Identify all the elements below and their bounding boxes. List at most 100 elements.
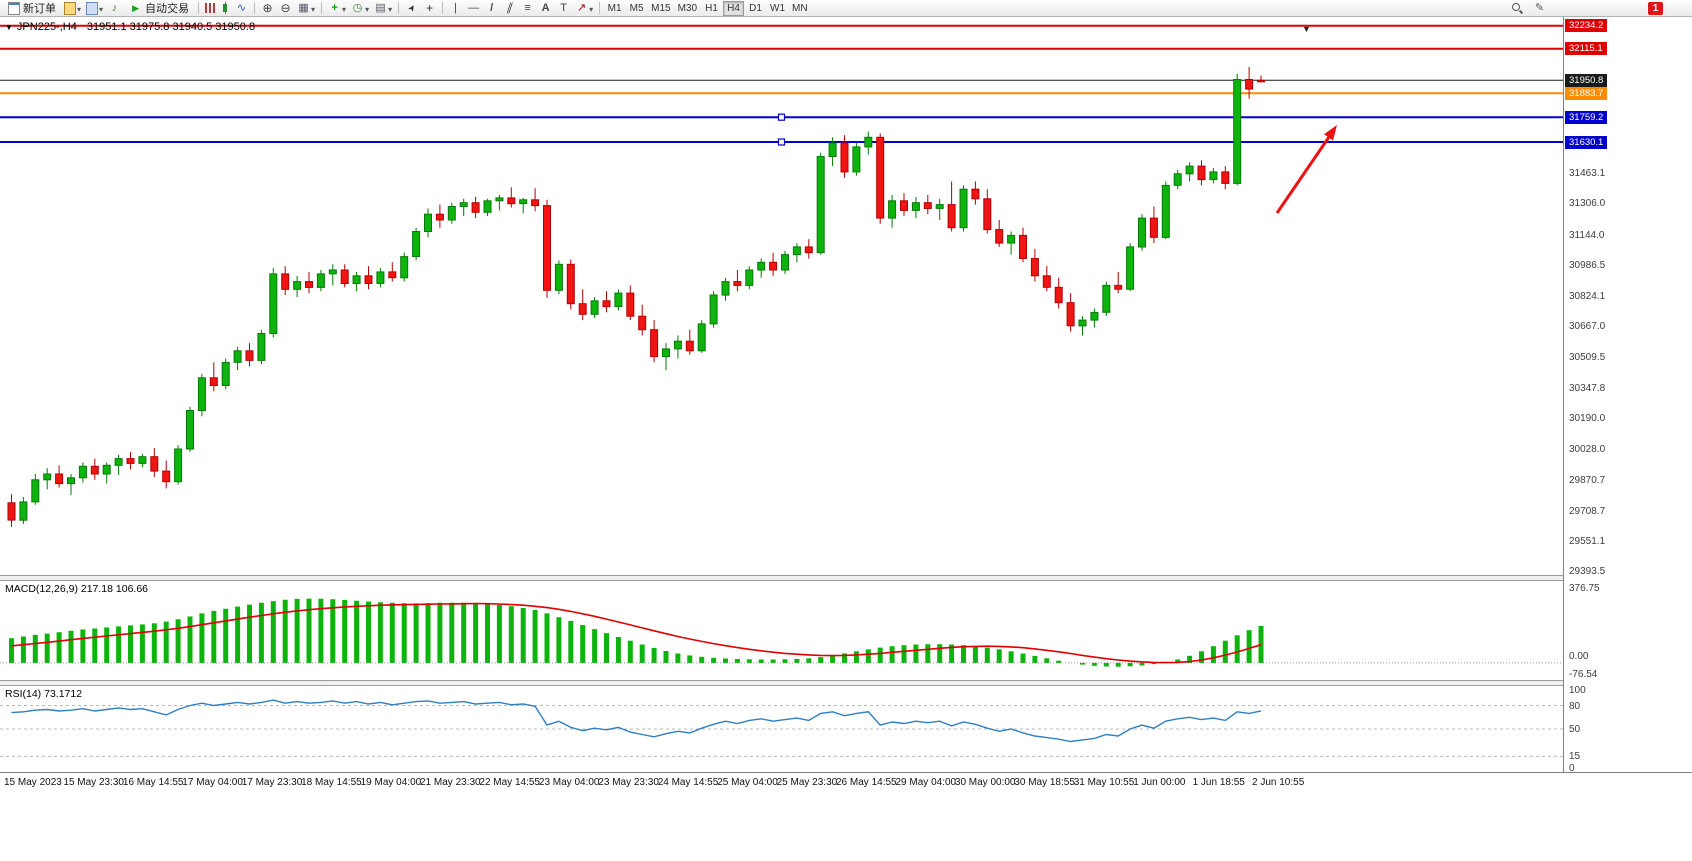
edit-button[interactable]: [1531, 1, 1548, 16]
time-label: 16 May 14:55: [122, 777, 184, 788]
price-axis[interactable]: 32234.2 32115.1 31950.8 31883.7 31759.2 31630…: [1563, 17, 1692, 792]
toolbar: 新订单 自动交易 M1 M5 M15: [0, 0, 1692, 17]
crosshair-icon: [423, 1, 436, 16]
timeframe-w1-button[interactable]: W1: [767, 1, 788, 16]
vertical-line-button[interactable]: [447, 1, 464, 16]
candle: [257, 333, 266, 361]
price-tick-label: 30986.5: [1569, 259, 1606, 271]
annotation-arrowhead: [1324, 125, 1337, 141]
channel-button[interactable]: [501, 1, 518, 16]
main-chart-pane[interactable]: JPN225-,H4 31951.1 31975.8 31940.5 31950.…: [0, 17, 1563, 575]
candle: [983, 198, 992, 231]
candle: [364, 275, 373, 284]
timeframe-m30-button[interactable]: M30: [675, 1, 700, 16]
candle: [352, 275, 361, 284]
bar-chart-icon: [205, 3, 217, 13]
pane-separator[interactable]: [0, 575, 1692, 581]
periods-button[interactable]: [349, 1, 371, 16]
candle: [852, 146, 861, 173]
candle: [305, 281, 313, 288]
candle: [1019, 234, 1027, 259]
time-label: 21 May 23:30: [420, 777, 481, 788]
horizontal-line-button[interactable]: [465, 1, 482, 16]
price-tag: 32234.2: [1565, 19, 1608, 33]
rsi-pane[interactable]: RSI(14) 73.1712: [0, 686, 1563, 772]
crosshair-button[interactable]: [421, 1, 438, 16]
text-button[interactable]: [537, 1, 554, 16]
candle: [245, 350, 254, 361]
chart-shift-marker-icon[interactable]: [1302, 19, 1311, 37]
zoom-out-button[interactable]: [277, 1, 294, 16]
candlestick-chart-canvas[interactable]: [0, 17, 1563, 575]
candlestick-chart-button[interactable]: [219, 1, 232, 16]
indicators-button[interactable]: [326, 1, 348, 16]
candle: [995, 229, 1004, 244]
candle: [923, 202, 932, 209]
time-label: 30 May 18:55: [1014, 777, 1075, 788]
label-button[interactable]: [555, 1, 572, 16]
price-tick-label: 30667.0: [1569, 321, 1606, 333]
new-order-button[interactable]: 新订单: [3, 1, 61, 16]
candle: [781, 254, 789, 271]
timeframe-h1-button[interactable]: H1: [701, 1, 722, 16]
trendline-icon: [485, 1, 498, 15]
candle: [424, 213, 432, 232]
price-tick-label: 29870.7: [1569, 474, 1606, 486]
arrows-button[interactable]: [573, 1, 595, 16]
macd-pane[interactable]: MACD(12,26,9) 217.18 106.66: [0, 581, 1563, 680]
bar-chart-button[interactable]: [203, 1, 218, 16]
timeframe-m15-button[interactable]: M15: [648, 1, 673, 16]
sounds-button[interactable]: [106, 1, 123, 16]
new-chart-button[interactable]: [62, 1, 83, 16]
time-label: 15 May 23:30: [63, 777, 124, 788]
price-tag: 31759.2: [1565, 110, 1608, 124]
candle: [1102, 284, 1111, 313]
timeframe-h4-button[interactable]: H4: [723, 0, 745, 16]
candle: [174, 448, 183, 483]
candle: [126, 458, 135, 464]
time-label: 18 May 14:55: [301, 777, 362, 788]
candle: [186, 410, 194, 450]
timeframe-m5-button[interactable]: M5: [626, 1, 647, 16]
candle: [733, 281, 742, 286]
pane-separator[interactable]: [0, 680, 1692, 686]
candle: [138, 456, 147, 464]
price-tick-label: 31463.1: [1569, 168, 1606, 180]
chevron-down-icon: [387, 0, 392, 17]
candle: [590, 300, 599, 315]
arrows-icon: [575, 1, 588, 15]
macd-canvas[interactable]: [0, 581, 1563, 680]
timeframe-d1-button[interactable]: D1: [745, 1, 766, 16]
toolbar-separator: [442, 2, 444, 14]
timeframe-mn-button[interactable]: MN: [789, 1, 811, 16]
timeframe-m1-button[interactable]: M1: [604, 1, 625, 16]
templates-button[interactable]: [372, 1, 394, 16]
collapse-triangle-icon[interactable]: [5, 21, 17, 33]
fibonacci-button[interactable]: [519, 1, 536, 16]
candle: [543, 205, 551, 291]
candle: [400, 256, 409, 279]
auto-trading-button[interactable]: 自动交易: [124, 1, 194, 16]
zoom-in-icon: [261, 1, 274, 16]
search-button[interactable]: [1509, 1, 1525, 16]
trendline-button[interactable]: [483, 1, 500, 16]
toolbar-separator: [599, 2, 601, 14]
candle: [7, 502, 16, 521]
candle: [1114, 284, 1123, 290]
rsi-canvas[interactable]: [0, 686, 1563, 772]
macd-axis-label: 0.00: [1569, 650, 1589, 662]
tile-windows-button[interactable]: [295, 1, 317, 16]
notification-badge[interactable]: 1: [1648, 1, 1663, 15]
time-axis[interactable]: 15 May 2023 15 May 23:30 16 May 14:55 17 Ma…: [0, 772, 1692, 792]
rsi-line: [11, 699, 1262, 743]
profiles-button[interactable]: [84, 1, 105, 16]
candle: [55, 473, 64, 485]
zoom-in-button[interactable]: [259, 1, 276, 16]
candle: [721, 281, 730, 296]
cursor-button[interactable]: [403, 1, 420, 16]
search-icon: [1511, 2, 1523, 14]
macd-signal-line: [11, 602, 1262, 664]
line-chart-button[interactable]: [233, 1, 250, 16]
price-tag: 31883.7: [1565, 86, 1608, 100]
time-label: 25 May 23:30: [776, 777, 838, 788]
